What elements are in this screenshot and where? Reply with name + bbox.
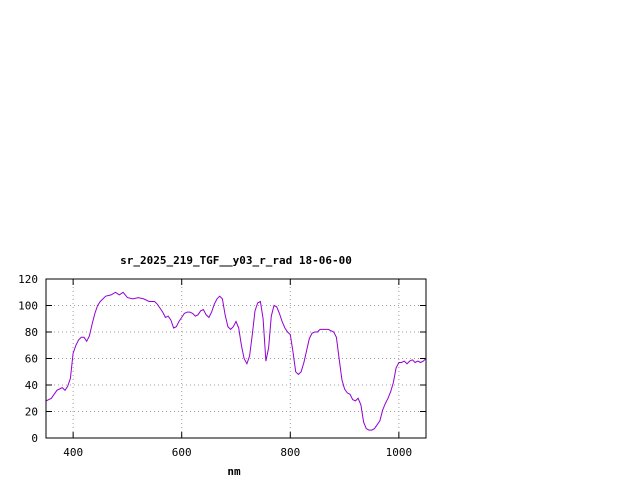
x-tick-label: 600 <box>172 446 192 459</box>
y-tick-label: 100 <box>18 300 38 313</box>
series-line <box>45 291 427 431</box>
y-tick-label: 0 <box>31 432 38 445</box>
x-tick-label: 1000 <box>386 446 413 459</box>
x-tick-label: 800 <box>280 446 300 459</box>
y-tick-label: 80 <box>25 326 38 339</box>
x-tick-label: 400 <box>63 446 83 459</box>
chart-title: sr_2025_219_TGF__y03_r_rad 18-06-00 <box>120 254 352 267</box>
x-axis-label: nm <box>227 465 241 478</box>
y-tick-label: 120 <box>18 273 38 286</box>
chart-grid <box>46 279 426 438</box>
y-tick-label: 20 <box>25 406 38 419</box>
y-tick-label: 60 <box>25 353 38 366</box>
chart-ticks <box>46 278 426 439</box>
plot-border <box>45 278 427 439</box>
chart-tick-labels: 0 20 40 60 80 100 120 400 600 800 1000 <box>18 273 412 459</box>
y-tick-label: 40 <box>25 379 38 392</box>
